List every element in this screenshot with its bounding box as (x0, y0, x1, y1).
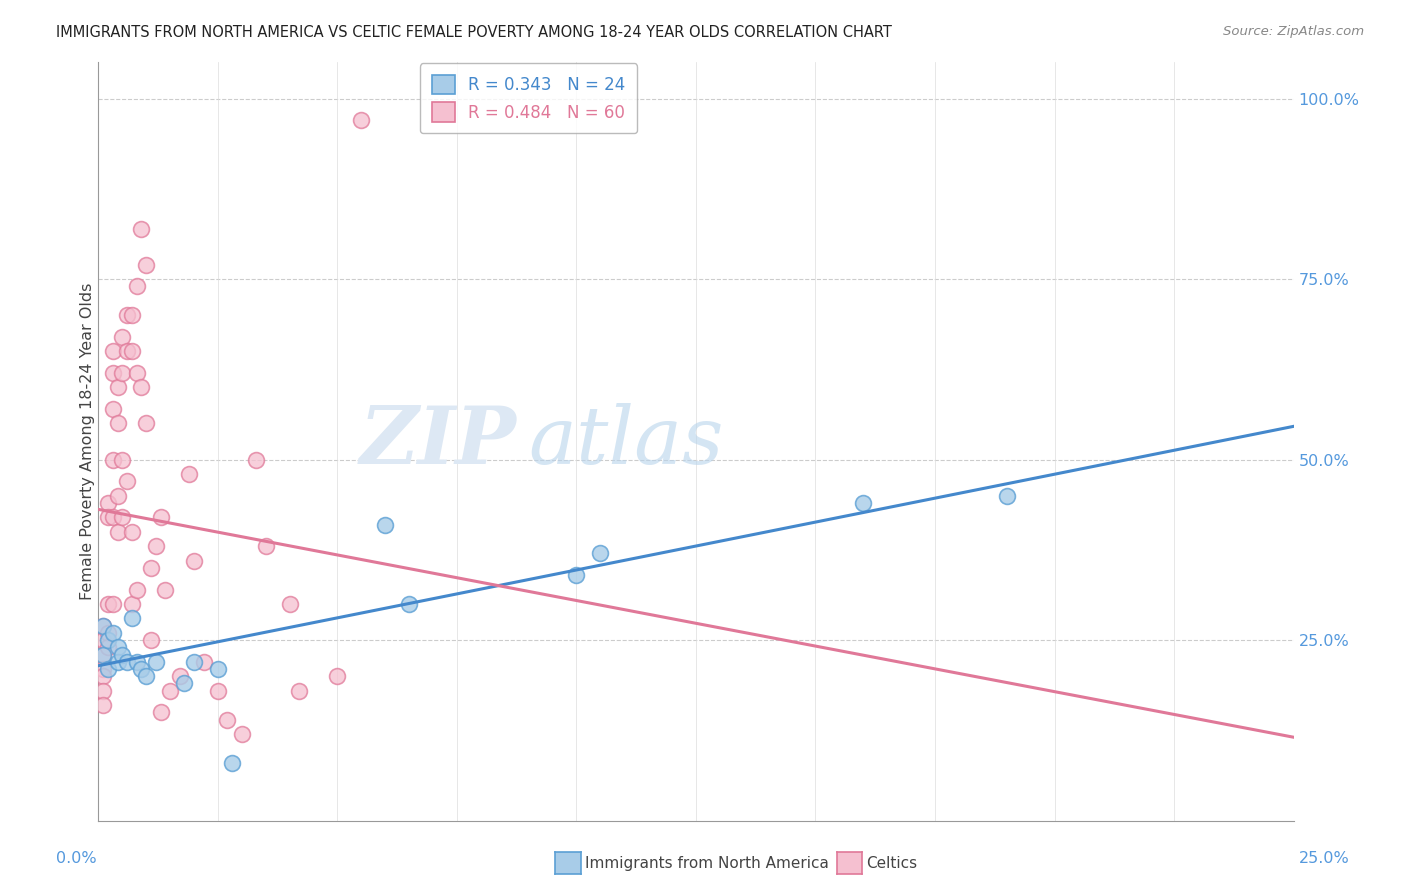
Point (101, 510, 124, 524)
Point (145, 655, 167, 669)
Point (278, 597, 301, 611)
Point (374, 517, 396, 532)
Point (91, 648, 114, 662)
Point (169, 669, 191, 683)
Point (101, 597, 124, 611)
Text: Source: ZipAtlas.com: Source: ZipAtlas.com (1223, 25, 1364, 38)
Point (107, 640, 129, 655)
Point (254, 539, 277, 553)
Point (91, 618, 114, 632)
Point (135, 669, 157, 683)
Point (149, 510, 172, 524)
Point (589, 546, 612, 560)
Point (97, 496, 120, 510)
Text: IMMIGRANTS FROM NORTH AMERICA VS CELTIC FEMALE POVERTY AMONG 18-24 YEAR OLDS COR: IMMIGRANTS FROM NORTH AMERICA VS CELTIC … (56, 25, 893, 40)
Point (155, 582, 177, 597)
Point (91, 618, 114, 632)
Point (97, 626, 120, 640)
Point (173, 676, 195, 690)
Text: Immigrants from North America: Immigrants from North America (585, 856, 828, 871)
Point (207, 662, 229, 676)
Point (97, 662, 120, 676)
Point (111, 452, 134, 467)
Point (115, 308, 138, 322)
Point (288, 683, 311, 698)
Point (145, 539, 167, 553)
Point (97, 640, 120, 655)
Point (350, 113, 373, 128)
Point (245, 452, 267, 467)
Point (115, 475, 138, 489)
Point (107, 524, 129, 539)
Text: Celtics: Celtics (866, 856, 917, 871)
Point (91, 633, 114, 648)
Point (115, 344, 138, 359)
Point (995, 489, 1018, 503)
Point (125, 366, 148, 380)
Point (91, 683, 114, 698)
Point (131, 662, 153, 676)
Point (121, 308, 143, 322)
Point (107, 655, 129, 669)
Point (179, 467, 201, 481)
Point (159, 683, 181, 698)
Point (111, 648, 134, 662)
Point (97, 633, 120, 648)
Text: atlas: atlas (529, 403, 724, 480)
Point (101, 366, 124, 380)
Point (107, 380, 129, 394)
Text: 0.0%: 0.0% (56, 851, 97, 865)
Point (111, 366, 134, 380)
Point (207, 683, 229, 698)
Point (91, 662, 114, 676)
Point (101, 626, 124, 640)
Point (91, 648, 114, 662)
Point (107, 417, 129, 431)
Point (125, 279, 148, 293)
Point (217, 713, 239, 727)
Text: ZIP: ZIP (360, 403, 517, 480)
Point (131, 380, 153, 394)
Point (121, 597, 143, 611)
Point (97, 597, 120, 611)
Point (121, 524, 143, 539)
Point (91, 698, 114, 712)
Point (183, 554, 205, 568)
Point (91, 669, 114, 683)
Point (101, 402, 124, 417)
Legend: R = 0.343   N = 24, R = 0.484   N = 60: R = 0.343 N = 24, R = 0.484 N = 60 (420, 63, 637, 134)
Point (852, 496, 875, 510)
Point (139, 561, 162, 575)
Point (135, 258, 157, 272)
Point (231, 727, 253, 741)
Point (107, 489, 129, 503)
Point (97, 510, 120, 524)
Point (131, 221, 153, 235)
Point (121, 611, 143, 625)
Point (121, 344, 143, 359)
Point (183, 655, 205, 669)
Point (149, 706, 172, 720)
Point (101, 452, 124, 467)
Text: 25.0%: 25.0% (1299, 851, 1350, 865)
Point (135, 417, 157, 431)
Point (101, 344, 124, 359)
Point (111, 330, 134, 344)
Point (193, 655, 215, 669)
Point (111, 510, 134, 524)
Point (565, 568, 588, 582)
Point (398, 597, 420, 611)
Point (326, 669, 349, 683)
Y-axis label: Female Poverty Among 18-24 Year Olds: Female Poverty Among 18-24 Year Olds (80, 283, 94, 600)
Point (125, 582, 148, 597)
Point (221, 756, 243, 770)
Point (115, 655, 138, 669)
Point (139, 633, 162, 648)
Point (125, 655, 148, 669)
